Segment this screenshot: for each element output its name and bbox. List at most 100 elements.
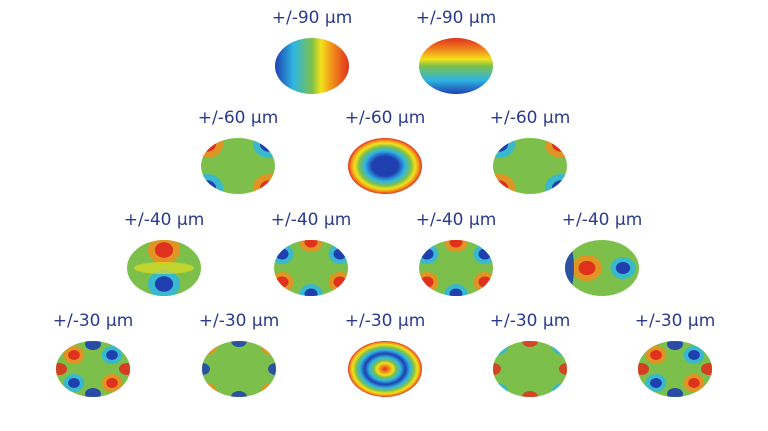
mode-map <box>274 240 348 296</box>
lobe <box>231 341 247 347</box>
lobe <box>216 150 260 182</box>
mode-label: +/-30 µm <box>489 311 571 331</box>
lobe <box>667 388 683 397</box>
mode-tile: +/-90 µm <box>381 8 531 94</box>
lobe <box>449 288 463 296</box>
mode-tile: +/-40 µm <box>527 210 677 296</box>
lobe <box>559 363 567 375</box>
lobe <box>565 246 574 290</box>
mode-map <box>348 341 422 397</box>
mode-tile: +/-30 µm <box>455 311 605 397</box>
wavefront-map <box>565 240 639 296</box>
lobe <box>106 350 118 360</box>
mode-label: +/-60 µm <box>197 108 279 128</box>
lobe <box>202 387 213 397</box>
lobe <box>333 276 347 288</box>
lobe <box>578 260 596 276</box>
lobe <box>688 350 700 360</box>
lobe <box>420 276 434 288</box>
mode-tile: +/-40 µm <box>381 210 531 296</box>
lobe <box>202 363 210 375</box>
lobe <box>522 391 538 397</box>
field <box>419 38 493 94</box>
lobe <box>68 378 80 388</box>
lobe <box>522 341 538 347</box>
mode-map <box>638 341 712 397</box>
mode-label: +/-30 µm <box>344 311 426 331</box>
mode-tile: +/-30 µm <box>18 311 168 397</box>
mode-tile: +/-60 µm <box>163 108 313 194</box>
wavefront-map <box>419 240 493 296</box>
mode-map <box>493 138 567 194</box>
mode-label: +/-90 µm <box>271 8 353 28</box>
mode-tile: +/-60 µm <box>455 108 605 194</box>
field <box>348 341 422 397</box>
lobe <box>85 388 101 397</box>
mode-label: +/-40 µm <box>270 210 352 230</box>
mode-label: +/-60 µm <box>344 108 426 128</box>
lobe <box>154 276 174 292</box>
lobe <box>231 391 247 397</box>
wavefront-map <box>638 341 712 397</box>
wavefront-map <box>274 240 348 296</box>
lobe <box>556 341 567 351</box>
lobe <box>268 363 276 375</box>
mode-label: +/-30 µm <box>634 311 716 331</box>
lobe <box>650 350 662 360</box>
mode-label: +/-30 µm <box>52 311 134 331</box>
mode-map <box>56 341 130 397</box>
lobe <box>106 378 118 388</box>
lobe <box>154 242 174 258</box>
lobe <box>304 288 318 296</box>
mode-tile: +/-90 µm <box>237 8 387 94</box>
lobe <box>275 248 289 260</box>
mode-map <box>565 240 639 296</box>
mode-tile: +/-40 µm <box>89 210 239 296</box>
lobe <box>493 363 501 375</box>
mode-label: +/-90 µm <box>415 8 497 28</box>
lobe <box>449 240 463 248</box>
mode-map <box>419 240 493 296</box>
mode-map <box>127 240 201 296</box>
mode-label: +/-40 µm <box>415 210 497 230</box>
lobe <box>493 387 504 397</box>
lobe <box>275 276 289 288</box>
lobe <box>134 262 194 274</box>
mode-tile: +/-30 µm <box>164 311 314 397</box>
lobe <box>304 240 318 248</box>
field <box>275 38 349 94</box>
lobe <box>556 387 567 397</box>
mode-map <box>201 138 275 194</box>
mode-map <box>419 38 493 94</box>
lobe <box>333 248 347 260</box>
lobe <box>615 261 631 275</box>
mode-map <box>348 138 422 194</box>
lobe <box>56 363 67 375</box>
mode-map <box>202 341 276 397</box>
lobe <box>688 378 700 388</box>
field <box>348 138 422 194</box>
lobe <box>650 378 662 388</box>
mode-map <box>493 341 567 397</box>
lobe <box>68 350 80 360</box>
mode-label: +/-60 µm <box>489 108 571 128</box>
wavefront-map <box>201 138 275 194</box>
wavefront-map <box>56 341 130 397</box>
mode-tile: +/-30 µm <box>310 311 460 397</box>
lobe <box>667 341 683 350</box>
lobe <box>420 248 434 260</box>
lobe <box>265 387 276 397</box>
lobe <box>85 341 101 350</box>
mode-label: +/-40 µm <box>123 210 205 230</box>
mode-label: +/-40 µm <box>561 210 643 230</box>
wavefront-map <box>493 138 567 194</box>
mode-tile: +/-60 µm <box>310 108 460 194</box>
wavefront-map <box>275 38 349 94</box>
lobe <box>701 363 712 375</box>
wavefront-map <box>127 240 201 296</box>
lobe <box>478 276 492 288</box>
wavefront-map <box>348 138 422 194</box>
lobe <box>478 248 492 260</box>
mode-tile: +/-30 µm <box>600 311 750 397</box>
